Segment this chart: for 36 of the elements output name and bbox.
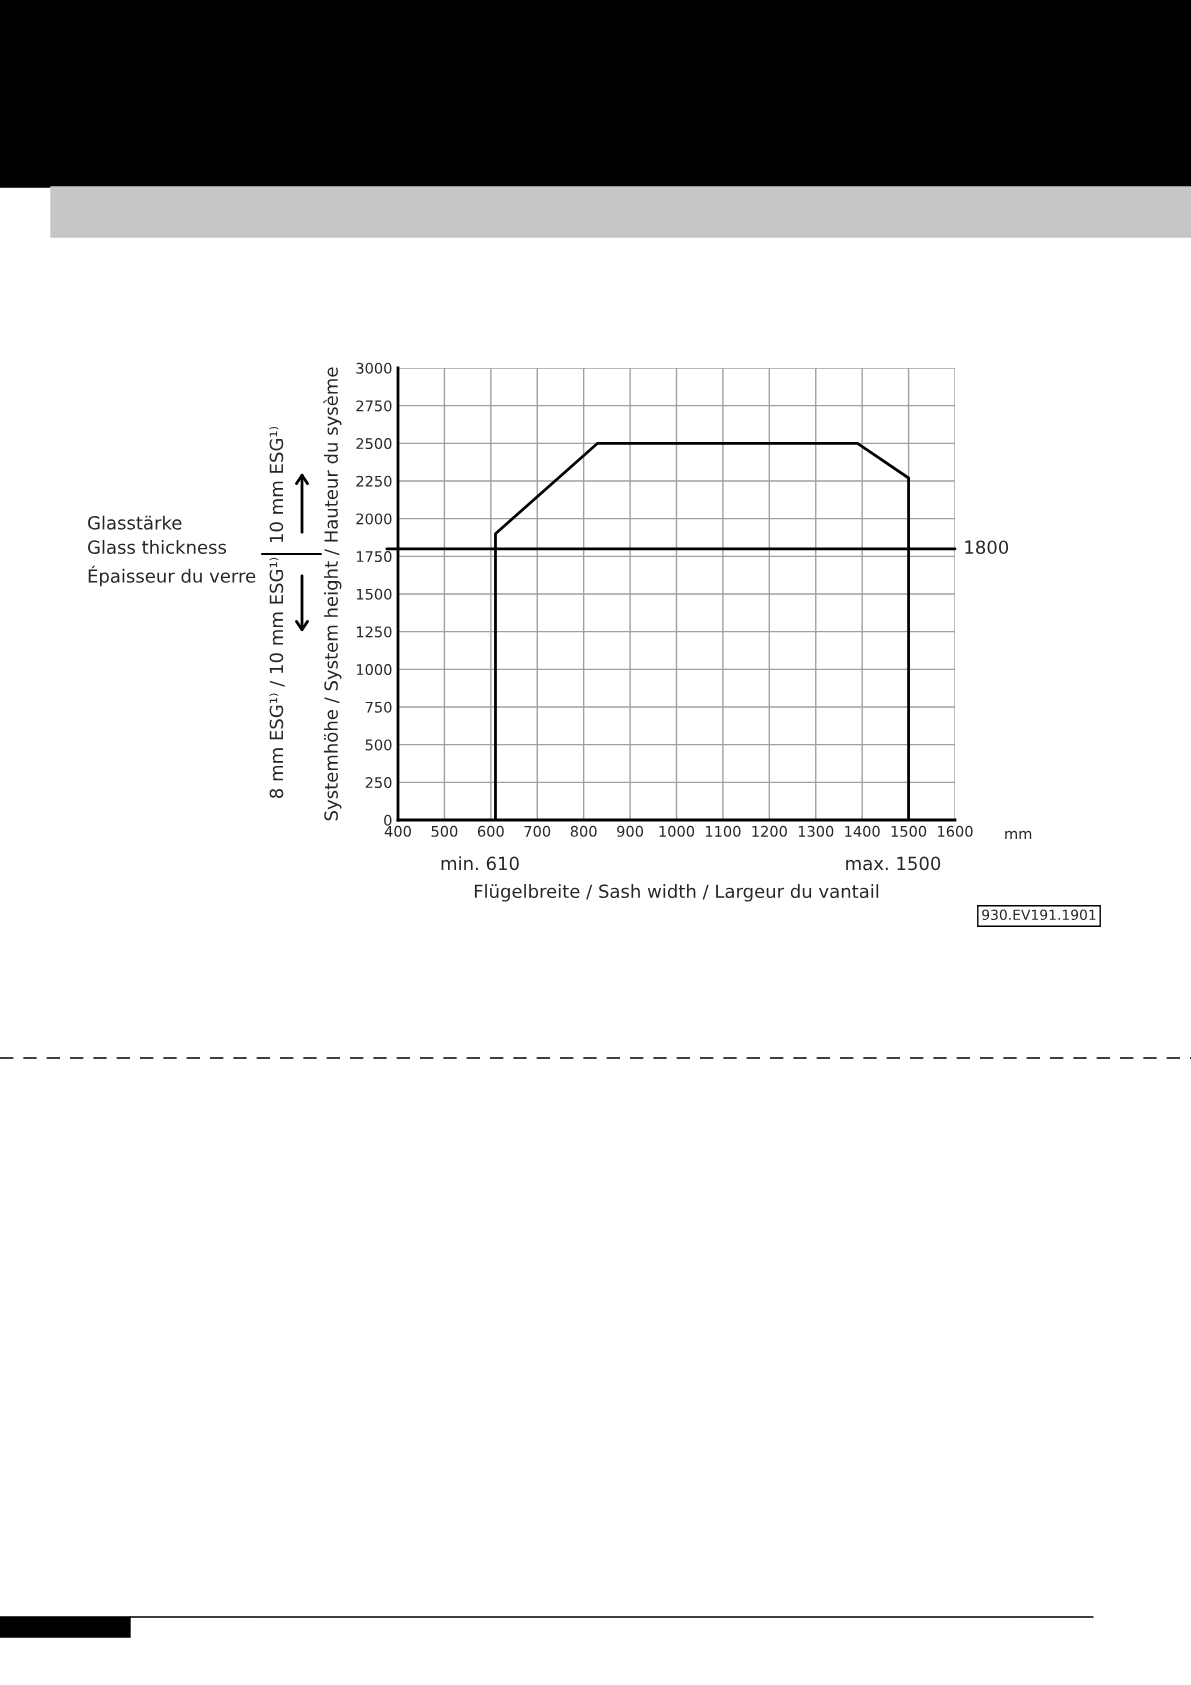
text: min. 610 <box>441 856 519 871</box>
text: 8 mm ESG¹⁾ / 10 mm ESG¹⁾ <box>269 557 285 798</box>
text: max. 1500 <box>846 856 941 871</box>
x-axis-title: Flügelbreite / Sash width / Largeur du vantail <box>474 884 879 902</box>
x-tick-label: 900 <box>617 825 644 837</box>
y-tick-label: 1500 <box>356 588 392 600</box>
x-tick-label: 500 <box>431 825 458 837</box>
y-tick-label: 2750 <box>356 400 392 412</box>
y-tick-label: 1250 <box>356 626 392 638</box>
x-tick-label: 400 <box>384 825 411 837</box>
y-tick-label: 250 <box>365 777 392 789</box>
y-axis-title: Systemhöhe / System height / Hauteur du sysème <box>323 367 342 821</box>
x-tick-label: 1100 <box>705 825 741 837</box>
x-tick-label: 1400 <box>845 825 880 837</box>
y-tick-label: 2500 <box>356 438 392 450</box>
x-tick-label: 800 <box>570 825 597 837</box>
y-tick-label: 1000 <box>356 664 392 676</box>
y-tick-label: 0 <box>384 814 392 826</box>
text: mm <box>1005 830 1032 840</box>
text: 930.EV191.1901 <box>982 909 1096 921</box>
x-tick-label: 1300 <box>798 825 834 837</box>
x-tick-label: 1600 <box>938 825 973 837</box>
y-tick-label: 2250 <box>356 475 392 487</box>
y-tick-label: 500 <box>365 739 392 751</box>
y-tick-label: 2000 <box>356 513 392 525</box>
x-tick-label: 700 <box>524 825 551 837</box>
x-tick-label: 1200 <box>752 825 787 837</box>
text: 10 mm ESG¹⁾ <box>269 426 284 543</box>
y-tick-label: 3000 <box>356 362 392 374</box>
text: Glasstärke Glass thickness Épaisseur du verre <box>88 515 256 587</box>
y-tick-label: 750 <box>365 701 392 713</box>
y-tick-label: 1750 <box>356 551 392 563</box>
x-tick-label: 600 <box>477 825 504 837</box>
x-tick-label: 1000 <box>659 825 695 837</box>
x-tick-label: 1500 <box>891 825 927 837</box>
ref-line-label: 1800 <box>965 540 1009 555</box>
